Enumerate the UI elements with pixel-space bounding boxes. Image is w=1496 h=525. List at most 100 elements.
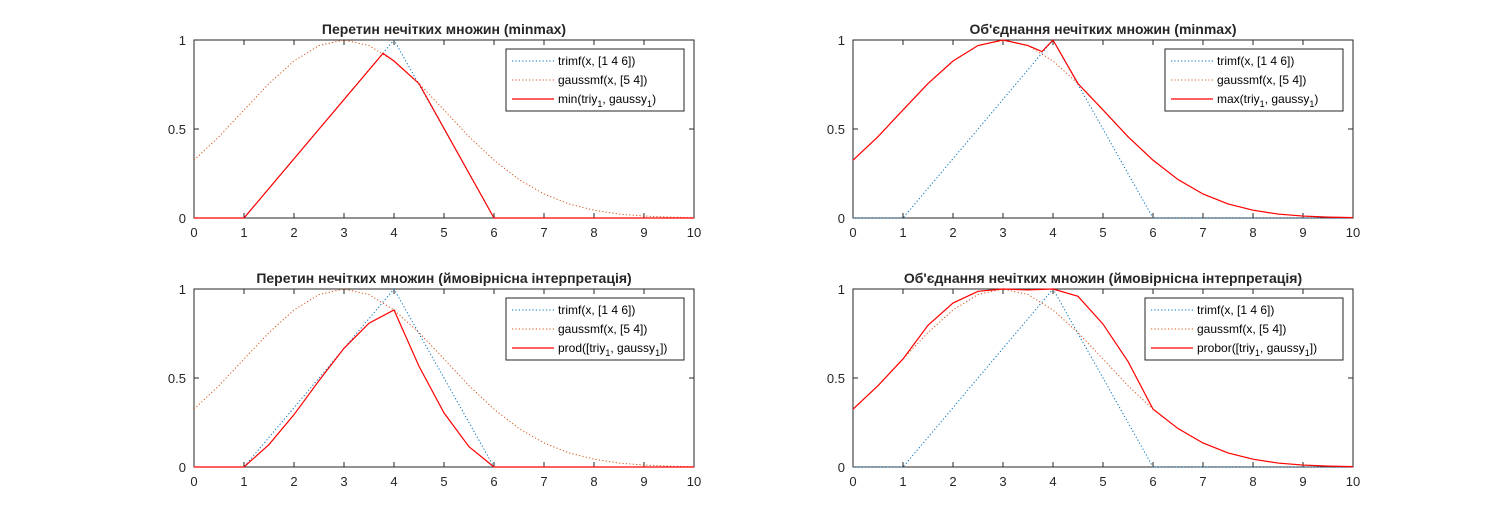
x-tick-label: 8 bbox=[1249, 474, 1256, 489]
x-tick-label: 10 bbox=[687, 474, 701, 489]
legend-box bbox=[505, 297, 685, 361]
legend-subscript: 1 bbox=[1305, 348, 1310, 358]
y-tick-label: 0 bbox=[179, 460, 186, 475]
x-tick-label: 0 bbox=[190, 474, 197, 489]
x-tick-label: 6 bbox=[1149, 474, 1156, 489]
x-tick-label: 1 bbox=[240, 474, 247, 489]
y-tick-label: 0.5 bbox=[827, 371, 845, 386]
legend-text: gaussmf(x, [5 4]) bbox=[1217, 73, 1306, 87]
legend-entry: trimf(x, [1 4 6]) bbox=[1197, 303, 1274, 317]
x-tick-label: 0 bbox=[849, 474, 856, 489]
x-tick-label: 6 bbox=[490, 474, 497, 489]
x-tick-label: 9 bbox=[640, 225, 647, 240]
x-tick-label: 0 bbox=[190, 225, 197, 240]
x-tick-label: 2 bbox=[290, 474, 297, 489]
series-line-1 bbox=[194, 39, 694, 219]
legend-entry: trimf(x, [1 4 6]) bbox=[558, 54, 635, 68]
legend-text: , gaussy bbox=[1265, 92, 1310, 106]
legend-text: gaussmf(x, [5 4]) bbox=[1197, 322, 1286, 336]
x-tick-label: 9 bbox=[640, 474, 647, 489]
x-tick-label: 1 bbox=[899, 225, 906, 240]
y-tick-label: 1 bbox=[179, 282, 186, 297]
x-tick-label: 4 bbox=[1049, 225, 1056, 240]
x-tick-label: 1 bbox=[899, 474, 906, 489]
legend-text: , gaussy bbox=[610, 341, 655, 355]
x-tick-label: 1 bbox=[240, 225, 247, 240]
subplot-3: Перетин нечітких множин (ймовірнісна інт… bbox=[168, 270, 701, 489]
x-tick-label: 3 bbox=[999, 474, 1006, 489]
x-tick-label: 10 bbox=[1346, 474, 1360, 489]
x-tick-label: 10 bbox=[1346, 225, 1360, 240]
legend-subscript: 1 bbox=[1255, 348, 1260, 358]
y-tick-label: 0 bbox=[838, 460, 845, 475]
x-tick-label: 5 bbox=[440, 474, 447, 489]
legend-text: , gaussy bbox=[602, 92, 647, 106]
legend: trimf(x, [1 4 6]) gaussmf(x, [5 4]) probor… bbox=[1144, 297, 1344, 361]
x-tick-label: 6 bbox=[490, 225, 497, 240]
legend-text: trimf(x, [1 4 6]) bbox=[1217, 54, 1294, 68]
legend-text: ]) bbox=[660, 341, 667, 355]
chart-title: Об'єднання нечітких множин (ймовірнісна … bbox=[904, 270, 1302, 286]
legend-text: ) bbox=[1314, 92, 1318, 106]
x-tick-label: 5 bbox=[1099, 474, 1106, 489]
legend-entry: trimf(x, [1 4 6]) bbox=[558, 303, 635, 317]
x-tick-label: 4 bbox=[1049, 474, 1056, 489]
legend: trimf(x, [1 4 6]) gaussmf(x, [5 4]) max(tr… bbox=[1164, 48, 1344, 112]
x-tick-label: 9 bbox=[1299, 225, 1306, 240]
legend-entry: prod([triy1, gaussy1]) bbox=[558, 341, 667, 358]
x-tick-label: 6 bbox=[1149, 225, 1156, 240]
series-line-3 bbox=[853, 288, 1353, 468]
x-tick-label: 5 bbox=[1099, 225, 1106, 240]
y-tick-label: 1 bbox=[838, 33, 845, 48]
x-tick-label: 4 bbox=[390, 474, 397, 489]
legend-text: ) bbox=[652, 92, 656, 106]
legend-text: min(triy bbox=[558, 92, 597, 106]
x-tick-label: 2 bbox=[949, 474, 956, 489]
legend-box bbox=[505, 48, 685, 112]
subplot-1: Перетин нечітких множин (minmax) 0 1 2 3 4 5 6 7… bbox=[168, 21, 701, 240]
legend-entry: probor([triy1, gaussy1]) bbox=[1197, 341, 1317, 358]
x-tick-label: 7 bbox=[1199, 474, 1206, 489]
legend-text: ]) bbox=[1310, 341, 1317, 355]
y-tick-label: 0.5 bbox=[827, 122, 845, 137]
legend-text: probor([triy bbox=[1197, 341, 1255, 355]
chart-title: Об'єднання нечітких множин (minmax) bbox=[969, 21, 1236, 37]
legend-text: prod([triy bbox=[558, 341, 605, 355]
series-line-3 bbox=[194, 309, 694, 468]
x-tick-label: 4 bbox=[390, 225, 397, 240]
chart-title: Перетин нечітких множин (minmax) bbox=[322, 21, 566, 37]
y-tick-label: 0 bbox=[179, 211, 186, 226]
x-tick-label: 3 bbox=[999, 225, 1006, 240]
x-tick-label: 5 bbox=[440, 225, 447, 240]
legend: trimf(x, [1 4 6]) gaussmf(x, [5 4]) prod([… bbox=[505, 297, 685, 361]
chart-title: Перетин нечітких множин (ймовірнісна інт… bbox=[256, 270, 631, 286]
x-tick-label: 0 bbox=[849, 225, 856, 240]
subplot-4: Об'єднання нечітких множин (ймовірнісна … bbox=[827, 270, 1360, 489]
legend-entry: gaussmf(x, [5 4]) bbox=[1217, 73, 1306, 87]
y-tick-label: 0 bbox=[838, 211, 845, 226]
x-tick-label: 3 bbox=[340, 225, 347, 240]
legend-text: trimf(x, [1 4 6]) bbox=[558, 303, 635, 317]
legend-text: trimf(x, [1 4 6]) bbox=[1197, 303, 1274, 317]
legend-subscript: 1 bbox=[647, 99, 652, 109]
legend-text: trimf(x, [1 4 6]) bbox=[558, 54, 635, 68]
x-tick-label: 7 bbox=[540, 225, 547, 240]
x-tick-label: 8 bbox=[1249, 225, 1256, 240]
legend-entry: trimf(x, [1 4 6]) bbox=[1217, 54, 1294, 68]
x-tick-label: 9 bbox=[1299, 474, 1306, 489]
legend-subscript: 1 bbox=[655, 348, 660, 358]
y-tick-label: 1 bbox=[179, 33, 186, 48]
y-tick-label: 0.5 bbox=[168, 122, 186, 137]
x-tick-label: 8 bbox=[590, 474, 597, 489]
legend: trimf(x, [1 4 6]) gaussmf(x, [5 4]) min(tr… bbox=[505, 48, 685, 112]
legend-entry: gaussmf(x, [5 4]) bbox=[1197, 322, 1286, 336]
x-tick-label: 7 bbox=[1199, 225, 1206, 240]
x-tick-label: 7 bbox=[540, 474, 547, 489]
series-line-3 bbox=[853, 39, 1353, 219]
x-tick-label: 10 bbox=[687, 225, 701, 240]
x-tick-label: 2 bbox=[949, 225, 956, 240]
legend-box bbox=[1144, 297, 1344, 361]
series-line-1 bbox=[194, 288, 694, 468]
legend-entry: gaussmf(x, [5 4]) bbox=[558, 73, 647, 87]
